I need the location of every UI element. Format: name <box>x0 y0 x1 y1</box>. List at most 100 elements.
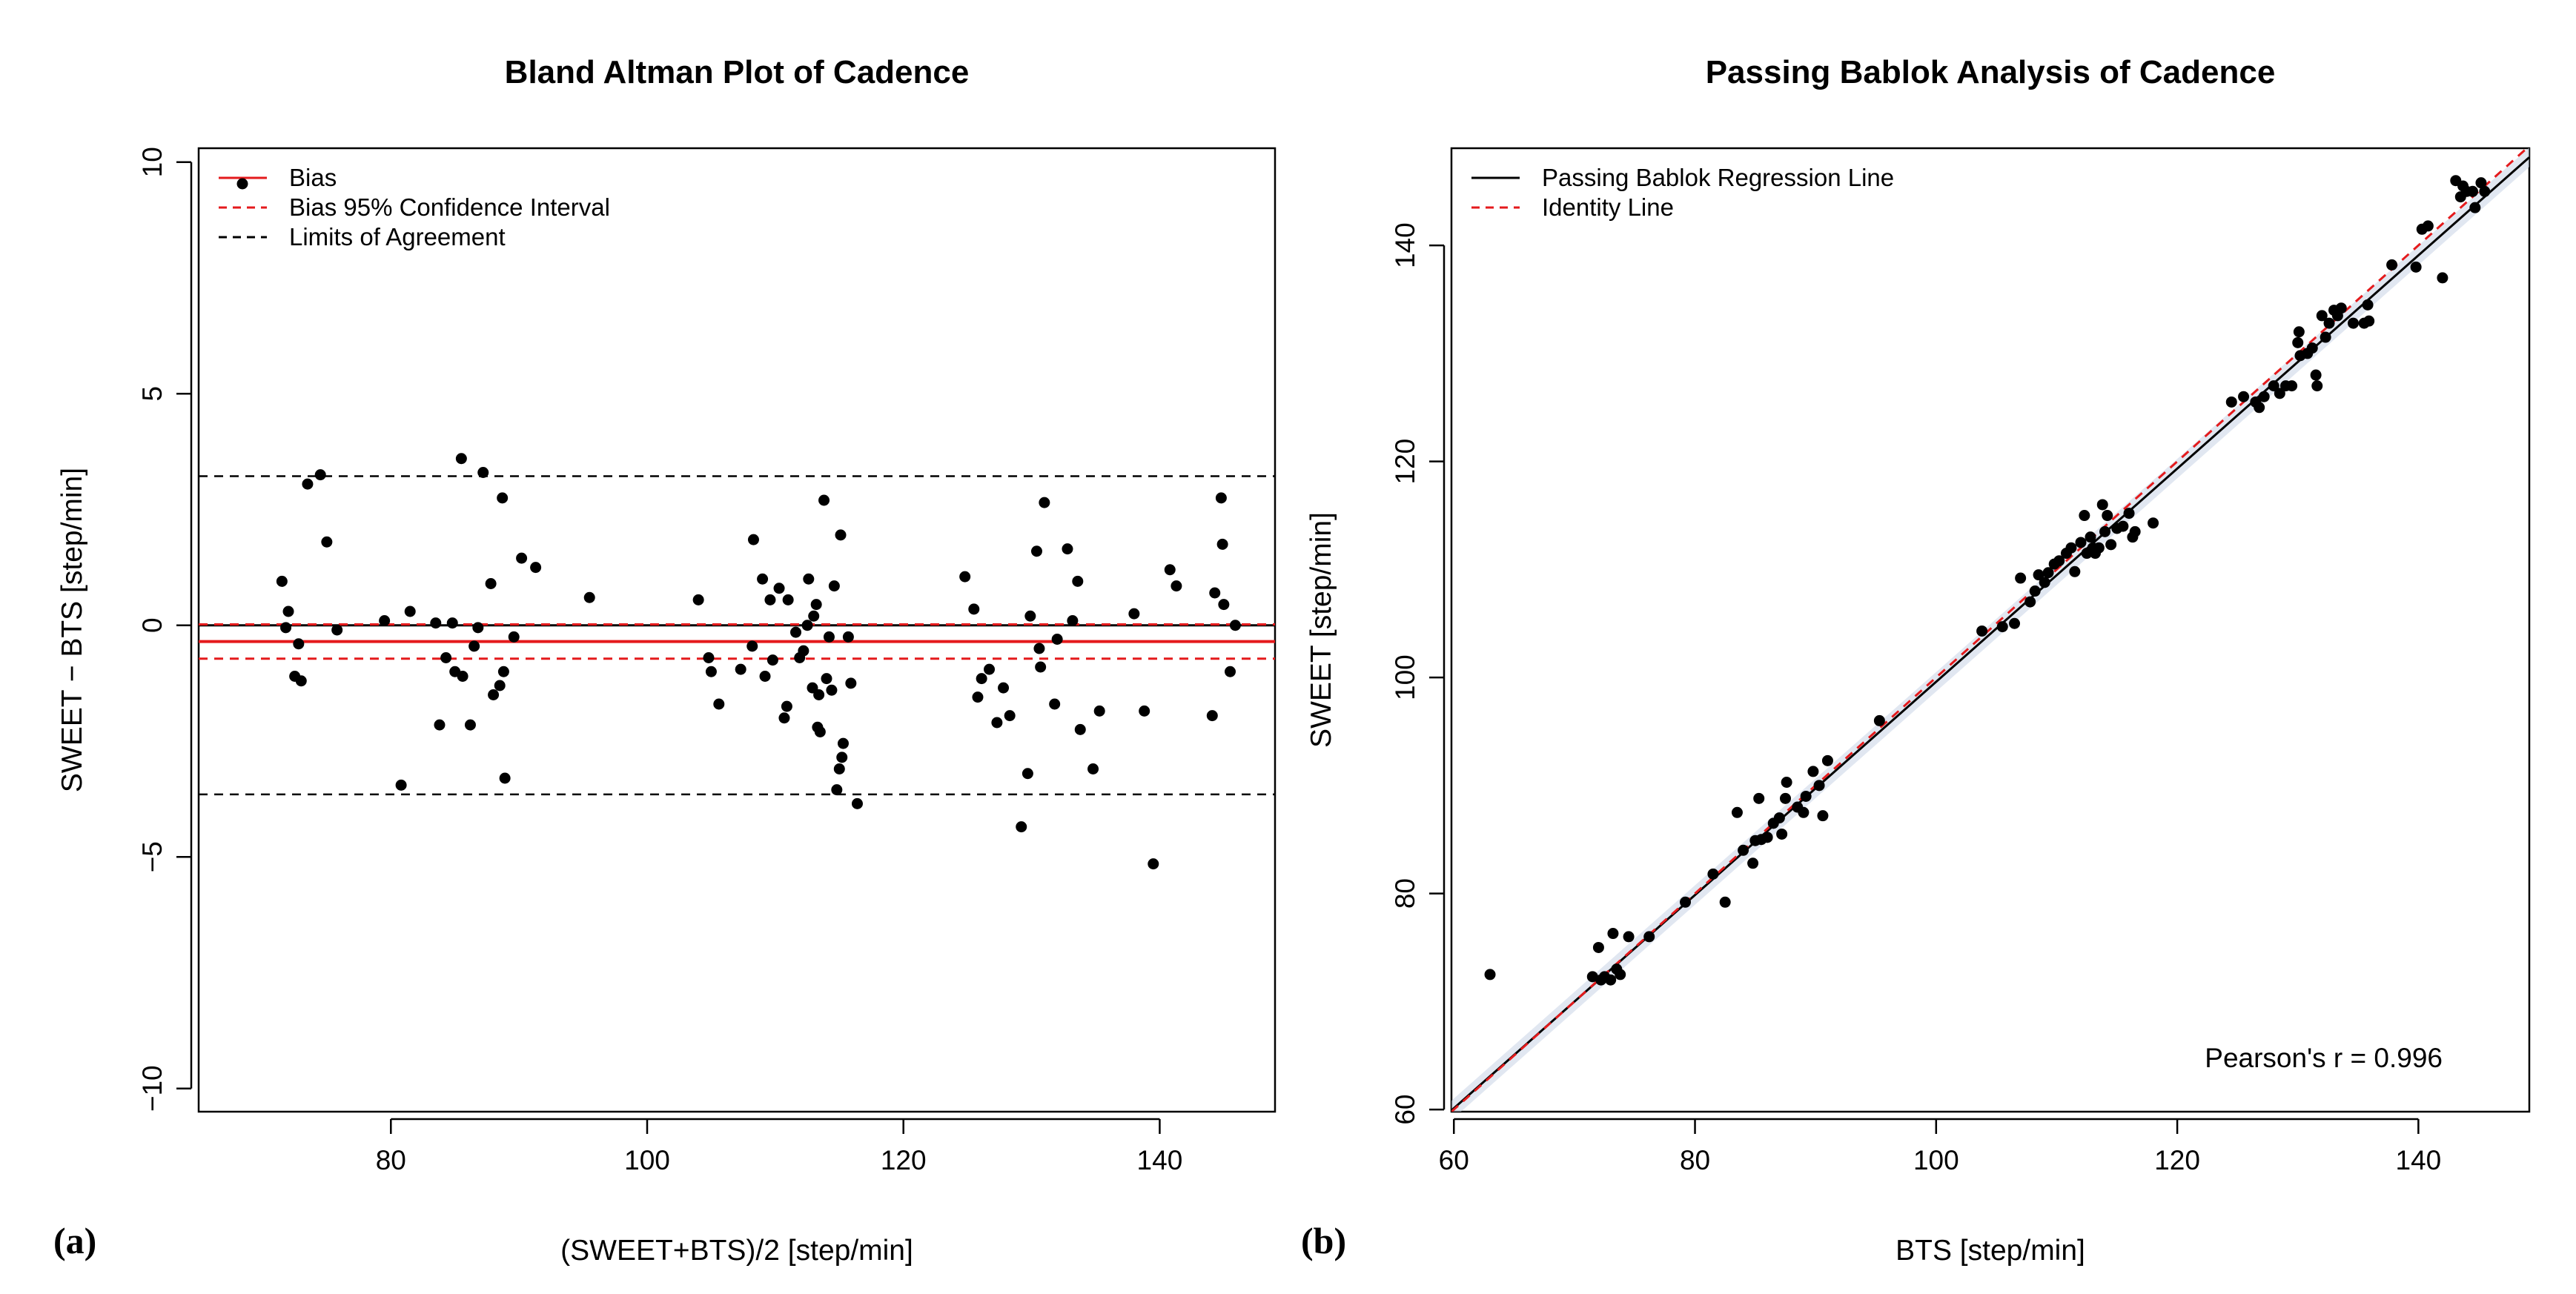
data-point <box>1753 792 1765 804</box>
data-point <box>2029 585 2041 597</box>
data-point <box>2437 272 2448 284</box>
data-point <box>2310 369 2322 381</box>
data-point <box>713 698 725 710</box>
y-tick-label: 140 <box>1390 222 1420 268</box>
data-point <box>2075 537 2087 548</box>
legend-label: Bias 95% Confidence Interval <box>289 193 610 221</box>
data-point <box>1615 969 1626 981</box>
data-point <box>2323 317 2335 329</box>
data-point <box>831 784 843 796</box>
data-point <box>2258 391 2270 402</box>
data-point <box>1139 705 1150 717</box>
identity-line <box>1451 148 2529 1112</box>
data-point <box>773 583 785 594</box>
data-point <box>813 689 825 700</box>
data-point <box>781 700 792 712</box>
data-point <box>703 652 715 663</box>
data-point <box>2475 177 2487 189</box>
data-point <box>818 494 830 506</box>
data-point <box>2102 510 2113 522</box>
data-point <box>1813 780 1825 792</box>
data-point <box>1225 666 1236 677</box>
data-point <box>1780 792 1792 804</box>
data-point <box>2254 402 2265 414</box>
data-point <box>2009 617 2021 629</box>
data-point <box>494 680 506 691</box>
data-point <box>434 719 446 731</box>
data-point <box>2348 317 2360 329</box>
x-tick-label: 120 <box>2154 1145 2200 1175</box>
data-point <box>379 615 391 626</box>
data-point <box>1030 545 1042 557</box>
data-point <box>276 575 288 587</box>
data-point <box>2311 380 2323 392</box>
data-point <box>836 751 848 763</box>
data-point <box>835 529 847 541</box>
data-point <box>1731 806 1743 818</box>
data-point <box>2363 315 2375 327</box>
data-point <box>2099 525 2111 537</box>
data-point <box>1024 610 1036 622</box>
data-point <box>2479 185 2491 197</box>
data-point <box>1164 564 1176 576</box>
data-point <box>295 675 307 687</box>
data-point <box>1128 608 1140 620</box>
data-point <box>1218 599 1230 611</box>
data-point <box>1798 806 1810 818</box>
data-point <box>1074 723 1086 735</box>
data-point <box>2335 302 2347 314</box>
data-point <box>821 673 832 685</box>
data-point <box>508 631 520 643</box>
data-point <box>1148 858 1159 870</box>
data-point <box>808 610 820 622</box>
data-point <box>499 772 511 784</box>
data-point <box>440 652 452 663</box>
data-point <box>1093 705 1105 717</box>
x-tick-label: 80 <box>1680 1145 1710 1175</box>
data-point <box>1004 710 1016 722</box>
data-point <box>488 689 500 700</box>
data-point <box>468 640 480 652</box>
x-axis-label: (SWEET+BTS)/2 [step/min] <box>560 1235 913 1267</box>
data-point <box>798 645 809 657</box>
data-point <box>998 682 1010 694</box>
chart-title: Bland Altman Plot of Cadence <box>505 54 970 90</box>
data-point <box>302 478 314 490</box>
data-point <box>747 534 759 545</box>
data-point <box>1747 857 1759 869</box>
data-point <box>497 666 509 677</box>
data-point <box>833 763 845 774</box>
plot-frame <box>197 147 1277 1113</box>
data-point <box>530 562 542 574</box>
data-point <box>1062 543 1073 555</box>
data-point <box>842 631 854 643</box>
plot-area <box>1451 148 2529 1112</box>
data-point <box>2306 342 2318 354</box>
data-point <box>2096 499 2108 511</box>
x-tick-label: 100 <box>624 1145 670 1175</box>
data-point <box>2079 510 2090 522</box>
data-point <box>828 580 840 592</box>
data-point <box>692 594 704 605</box>
data-point <box>314 469 326 481</box>
data-point <box>1209 587 1221 599</box>
data-point <box>1016 821 1027 833</box>
data-point <box>1586 971 1598 983</box>
data-point <box>1206 710 1218 722</box>
data-point <box>1873 714 1885 726</box>
data-point <box>2123 508 2135 520</box>
data-point <box>2268 380 2279 392</box>
data-point <box>2410 261 2422 273</box>
data-point <box>1087 763 1099 774</box>
x-axis-label: BTS [step/min] <box>1895 1235 2085 1267</box>
data-point <box>1592 941 1604 953</box>
data-point <box>764 594 776 605</box>
data-point <box>976 673 987 685</box>
data-point <box>280 622 292 634</box>
data-point <box>2069 565 2081 577</box>
data-point <box>1996 621 2008 633</box>
data-point <box>2039 577 2050 588</box>
